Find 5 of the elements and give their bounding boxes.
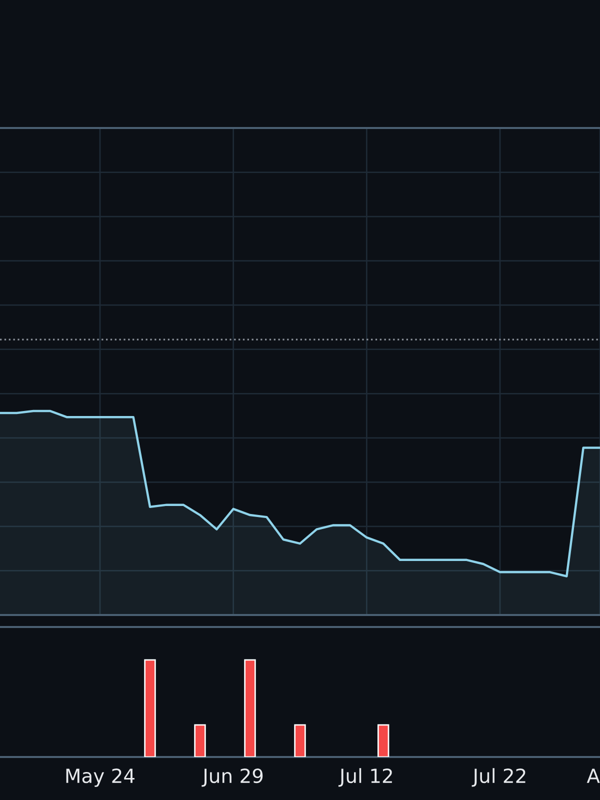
x-tick-label: Jul 12 <box>338 768 392 787</box>
x-tick-label: May 24 <box>66 768 134 787</box>
x-tick-label: Jun 29 <box>202 768 263 787</box>
x-tick-label: A <box>586 768 600 783</box>
x-tick-label: Jul 22 <box>472 768 526 787</box>
